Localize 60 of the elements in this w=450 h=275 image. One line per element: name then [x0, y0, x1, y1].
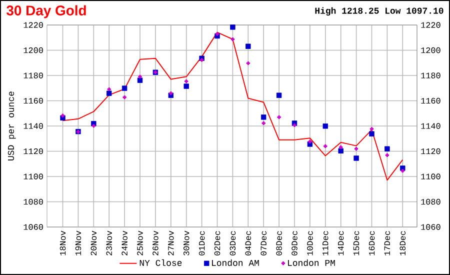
text: High 1218.25 Low 1097.10: [315, 7, 444, 16]
x-tick-label: 18Dec: [400, 231, 406, 256]
y-tick-label: 1120: [24, 148, 43, 154]
y2-tick-label: 1100: [421, 174, 440, 180]
y-tick-label: 1160: [24, 98, 43, 104]
point: [261, 114, 266, 120]
x-tick-label: 08Dec: [276, 231, 282, 256]
point: [230, 24, 236, 30]
y2-tick-label: 1080: [421, 198, 440, 205]
legend-label: London AM: [212, 259, 259, 266]
y-axis-title: USD per ounce: [8, 92, 16, 160]
y2-tick-label: 1200: [421, 47, 440, 54]
x-tick-label: 17Dec: [384, 231, 390, 256]
point: [322, 124, 328, 129]
x-tick-label: 26Nov: [152, 230, 158, 256]
x-tick-label: 24Nov: [122, 230, 128, 256]
chart-title: 30 Day Gold: [6, 5, 86, 18]
x-tick-label: 15Dec: [353, 231, 360, 256]
y2-tick-label: 1160: [421, 98, 440, 104]
x-tick-label: 23Nov: [106, 230, 112, 256]
point: [246, 44, 251, 49]
y-tick-label: 1060: [24, 224, 43, 230]
point: [338, 148, 344, 154]
x-tick-label: 10Dec: [307, 231, 313, 256]
y-tick-label: 1100: [24, 174, 43, 180]
point: [137, 78, 143, 83]
x-tick-label: 19Nov: [75, 230, 82, 256]
x-tick-label: 14Dec: [338, 231, 344, 256]
point: [106, 90, 112, 96]
point: [384, 146, 390, 152]
point: [354, 156, 359, 161]
x-tick-label: 02Dec: [214, 231, 220, 256]
x-tick-label: 01Dec: [198, 231, 205, 256]
point: [184, 84, 189, 89]
x-tick-label: 09Dec: [292, 231, 298, 256]
x-tick-label: 16Dec: [368, 231, 375, 256]
y2-tick-label: 1180: [421, 72, 440, 78]
x-tick-label: 25Nov: [137, 230, 143, 256]
y-tick-label: 1200: [24, 47, 43, 54]
point: [369, 131, 374, 136]
x-tick-label: 03Dec: [230, 231, 236, 256]
x-tick-label: 07Dec: [260, 231, 266, 256]
x-tick-label: 04Dec: [245, 231, 252, 256]
x-tick-label: 30Nov: [183, 230, 190, 256]
x-tick-label: 18Nov: [60, 230, 66, 256]
y2-tick-label: 1120: [421, 148, 440, 154]
x-tick-label: 20Nov: [90, 230, 97, 256]
y2-tick-label: 1060: [421, 224, 440, 230]
y2-tick-label: 1140: [421, 123, 440, 129]
point: [122, 86, 128, 91]
y2-tick-label: 1220: [421, 22, 440, 28]
y-tick-label: 1080: [24, 198, 43, 205]
x-tick-label: 11Dec: [322, 231, 328, 256]
x-tick-label: 27Nov: [168, 230, 174, 256]
y-tick-label: 1180: [24, 72, 43, 78]
legend-label: NY Close: [140, 259, 182, 266]
point: [276, 92, 282, 98]
y-tick-label: 1220: [24, 22, 43, 28]
y-tick-label: 1140: [24, 123, 43, 129]
legend-label: London PM: [288, 259, 335, 266]
